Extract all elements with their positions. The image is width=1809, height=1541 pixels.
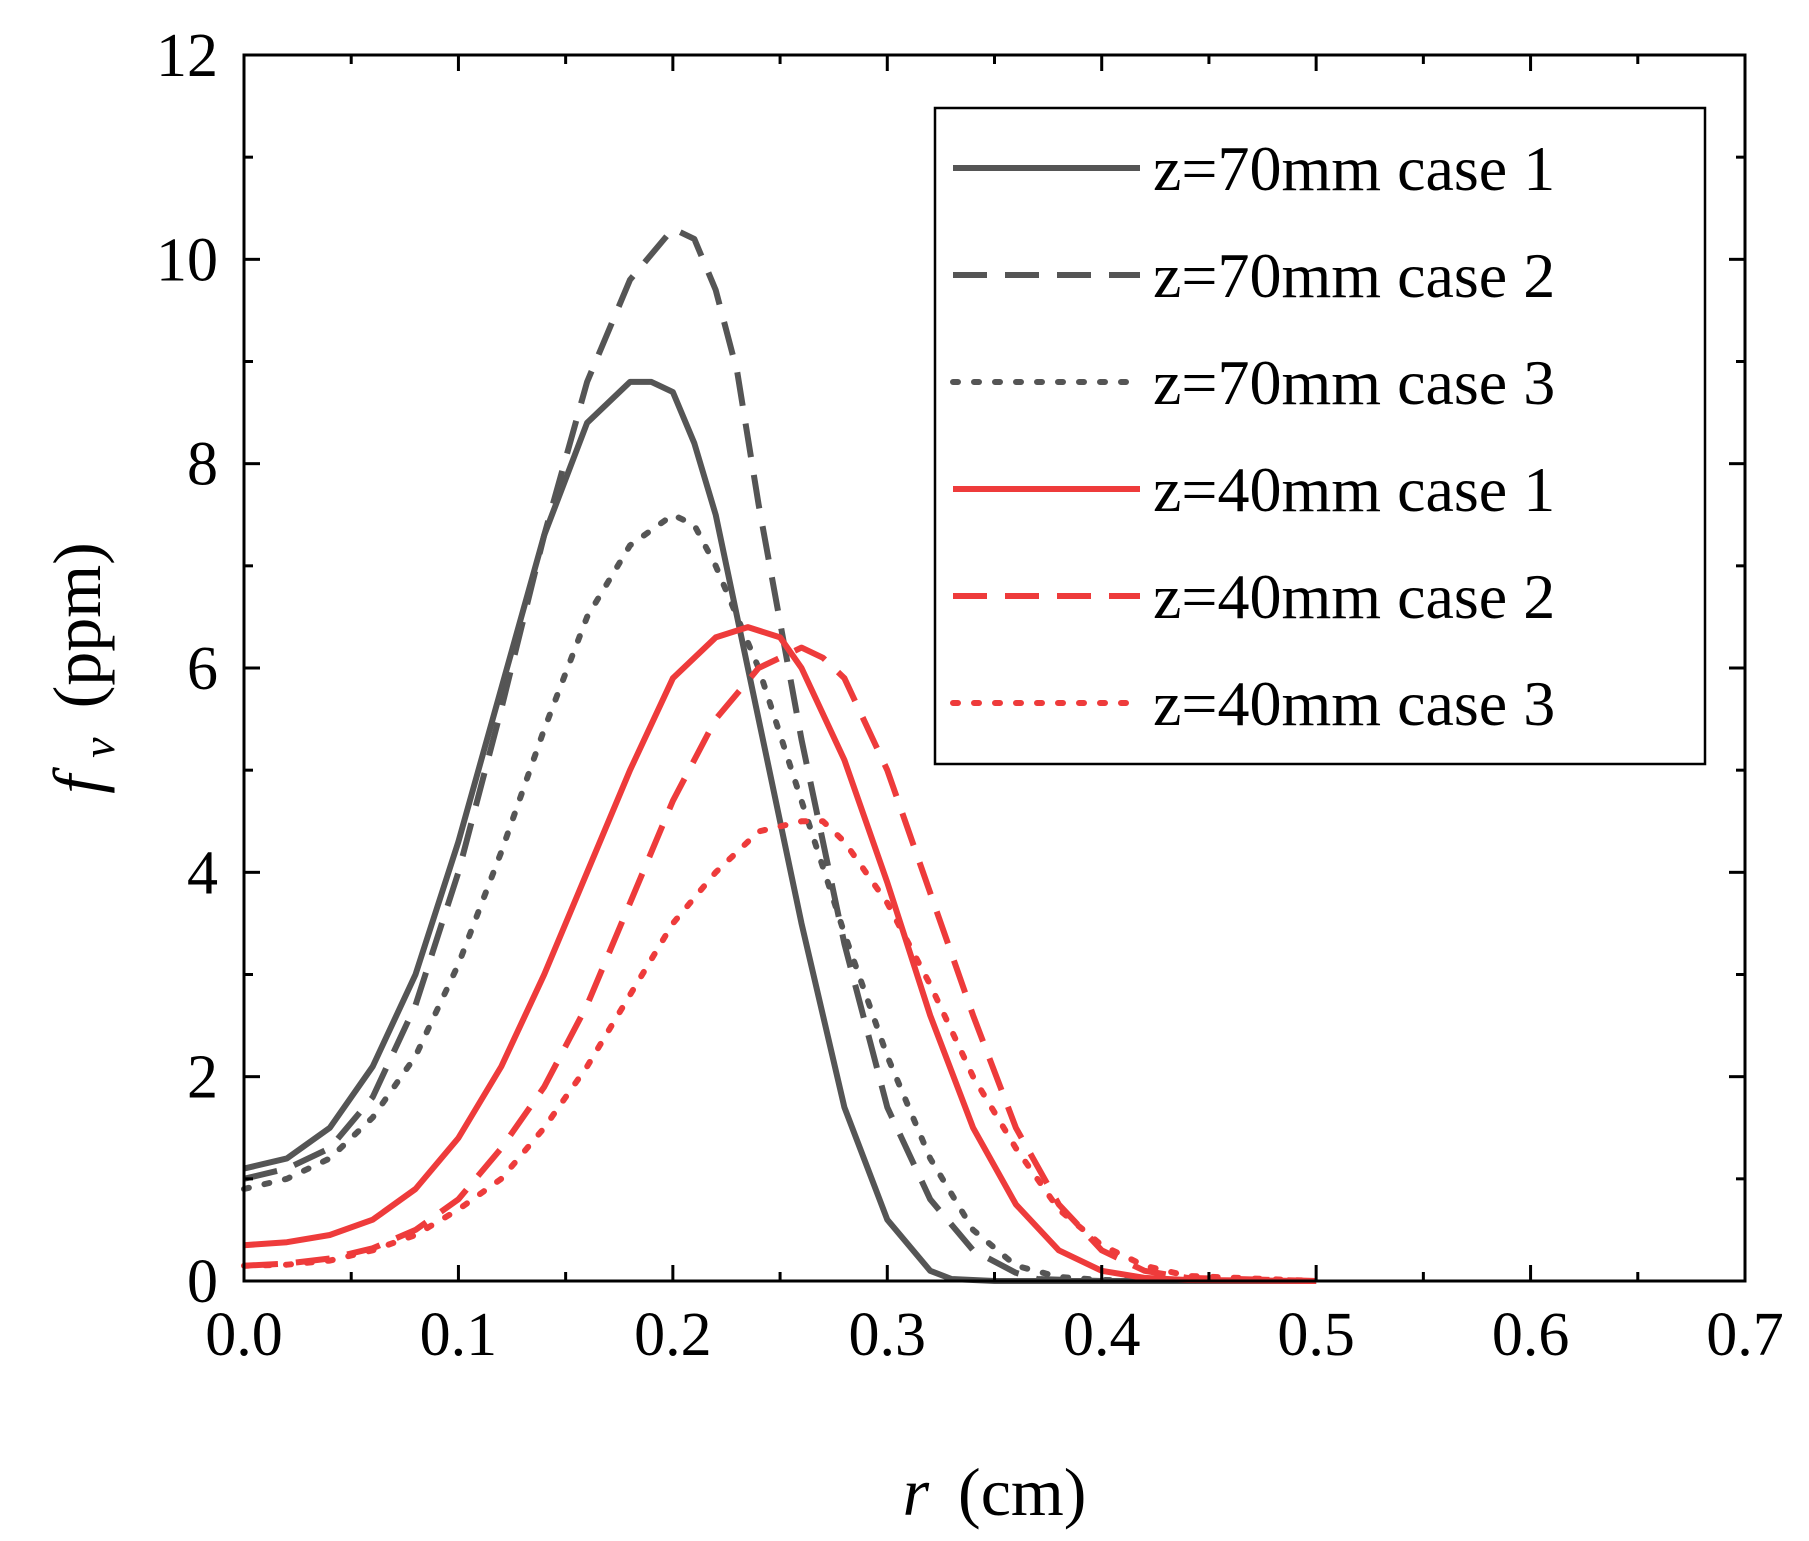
series-line-4 — [243, 624, 1317, 1284]
legend-label-1: z=70mm case 1 — [1153, 133, 1555, 204]
series-line-3 — [241, 511, 1212, 1284]
y-tick-label: 4 — [187, 839, 218, 907]
legend-label-6: z=40mm case 3 — [1153, 668, 1555, 739]
y-tick-label: 8 — [187, 431, 218, 499]
legend-box — [933, 106, 1707, 766]
x-tick-label: 0.2 — [634, 1301, 712, 1369]
x-tick-label: 0.4 — [1063, 1301, 1141, 1369]
x-tick-label: 0.1 — [420, 1301, 498, 1369]
series-line-5 — [243, 644, 1317, 1284]
tick-layer: 0.0 0.1 0.2 0.3 0.4 0.5 0.6 0.7 0 2 4 6 8 10 12 — [156, 22, 1784, 1369]
x-axis-unit: (cm) — [958, 1454, 1086, 1530]
y-axis-title: f v (ppm) — [39, 542, 129, 794]
legend-label-5: z=40mm case 2 — [1153, 561, 1555, 632]
x-axis-title: r (cm) — [903, 1454, 1087, 1530]
y-tick-label: 10 — [156, 226, 218, 294]
y-axis-variable: f — [39, 767, 115, 794]
x-tick-label: 0.5 — [1277, 1301, 1355, 1369]
series-line-6 — [241, 818, 1320, 1284]
y-tick-label: 2 — [187, 1044, 218, 1112]
y-tick-label: 0 — [187, 1248, 218, 1316]
legend-label-2: z=70mm case 2 — [1153, 240, 1555, 311]
y-tick-label: 12 — [156, 22, 218, 90]
x-tick-label: 0.0 — [205, 1301, 283, 1369]
legend-items: z=70mm case 1 z=70mm case 2 z=70mm case 3 z… — [950, 133, 1555, 739]
x-tick-label: 0.3 — [849, 1301, 927, 1369]
series-layer — [241, 225, 1320, 1284]
y-axis-subscript: v — [73, 737, 124, 758]
legend-label-3: z=70mm case 3 — [1153, 347, 1555, 418]
x-tick-label: 0.7 — [1706, 1301, 1784, 1369]
legend: z=70mm case 1 z=70mm case 2 z=70mm case 3 z… — [933, 106, 1707, 766]
y-tick-label: 6 — [187, 635, 218, 703]
x-axis-variable: r — [903, 1454, 930, 1530]
legend-label-4: z=40mm case 1 — [1153, 454, 1555, 525]
series-line-1 — [243, 378, 1317, 1284]
x-tick-label: 0.6 — [1492, 1301, 1570, 1369]
y-axis-unit: (ppm) — [39, 542, 115, 708]
